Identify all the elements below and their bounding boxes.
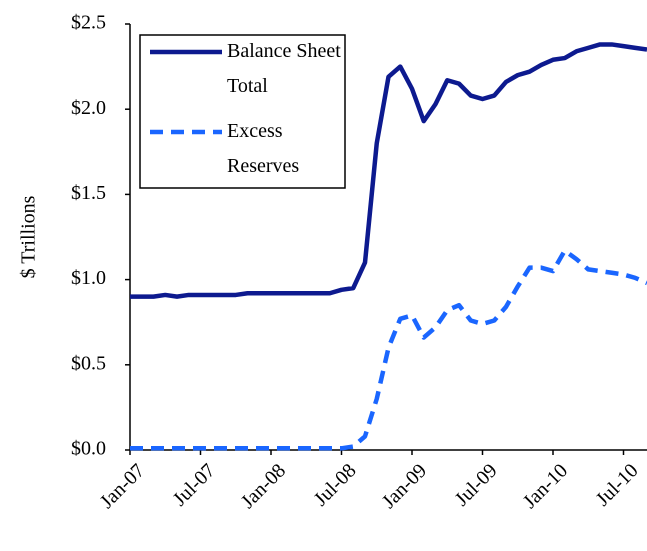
x-tick-label: Jan-10 [519,460,572,513]
x-tick-label: Jan-08 [237,460,290,513]
x-tick-label: Jan-07 [96,460,149,513]
y-tick-label: $0.0 [71,438,106,460]
legend-entry: Excess Reserves [227,120,300,177]
y-tick-label: $1.5 [71,182,106,204]
y-axis-label: $ Trillions [18,195,40,278]
legend-label: Balance Sheet Total [227,40,341,97]
data-line [130,42,647,299]
x-tick-label: Jul-09 [451,460,502,511]
y-tick-label: $1.0 [71,267,106,289]
data-line [130,248,647,451]
x-tick-label: Jul-07 [169,460,220,511]
y-tick-label: $2.0 [71,97,106,119]
x-tick-label: Jul-08 [310,460,361,511]
y-tick-label: $0.5 [71,352,106,374]
y-tick-label: $2.5 [71,12,106,34]
x-tick-label: Jul-10 [592,460,643,511]
x-tick-label: Jan-09 [378,460,431,513]
legend-label: Excess Reserves [227,120,300,177]
legend-box [139,34,346,189]
legend-entry: Balance Sheet Total [227,40,341,97]
